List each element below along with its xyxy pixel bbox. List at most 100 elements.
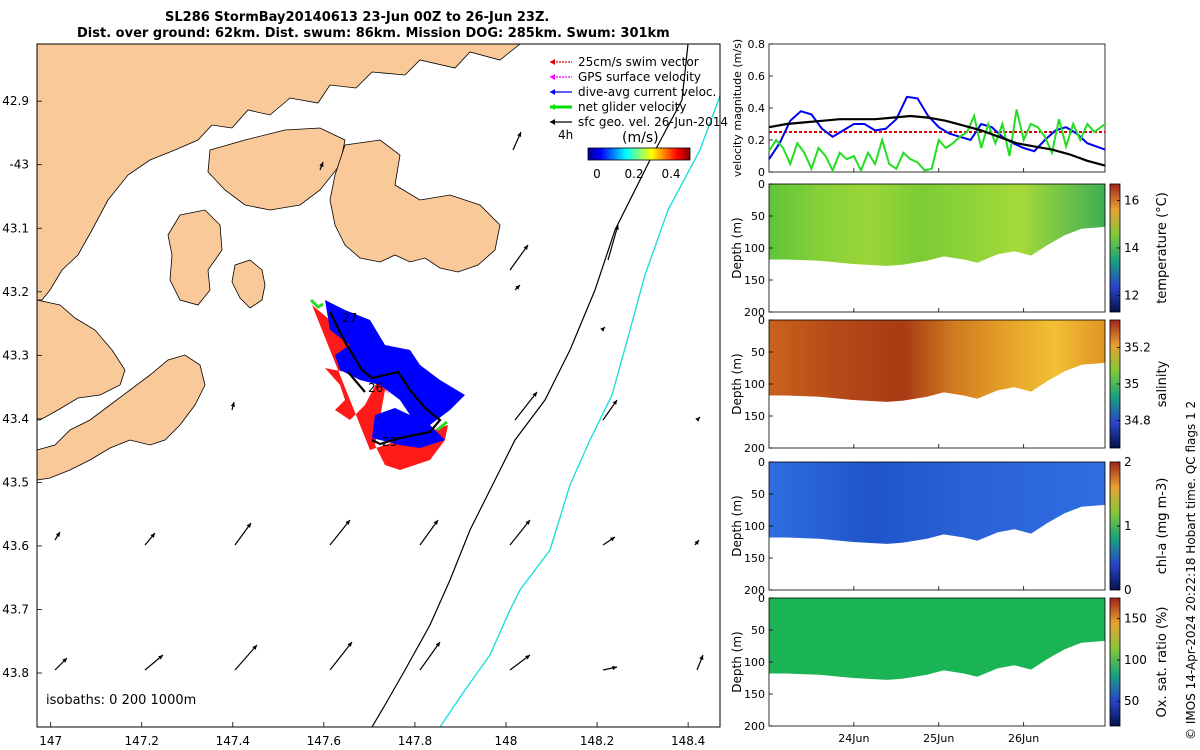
section-colorbar bbox=[1109, 597, 1121, 727]
map-xtick-label: 147 bbox=[39, 734, 62, 748]
map-ytick-label: 43.7 bbox=[2, 602, 29, 616]
section-ytick-label: 150 bbox=[744, 552, 765, 565]
section-field bbox=[769, 462, 1105, 544]
map-ytick-label: 43.8 bbox=[2, 666, 29, 680]
map-xtick-label: 148.2 bbox=[580, 734, 614, 748]
section-ytick-label: 100 bbox=[744, 242, 765, 255]
map-colorbar-tick-0: 0 bbox=[593, 167, 601, 181]
vector-arrowhead bbox=[433, 520, 438, 525]
section-ytick-label: 150 bbox=[744, 688, 765, 701]
section-ytick-label: 200 bbox=[744, 442, 765, 455]
section-ytick-label: 100 bbox=[744, 520, 765, 533]
time-x-axis: 24Jun 25Jun 26Jun bbox=[838, 168, 1039, 745]
geostrophic-vector-field bbox=[54, 131, 704, 671]
colorbar-tick-label: 14 bbox=[1124, 241, 1139, 255]
vector-arrowhead bbox=[517, 132, 522, 137]
colorbar-label: chl-a (mg m-3) bbox=[1155, 478, 1170, 575]
section-ylabel: Depth (m) bbox=[730, 631, 744, 692]
section-ytick-label: 200 bbox=[744, 720, 765, 733]
colorbar-tick-label: 50 bbox=[1124, 694, 1139, 708]
vector-arrowhead bbox=[523, 245, 528, 250]
vector-arrowhead bbox=[614, 225, 619, 230]
section-field bbox=[769, 184, 1105, 266]
map-xtick-label: 148 bbox=[495, 734, 518, 748]
legend-arrowhead bbox=[550, 104, 555, 110]
section-ytick-label: 50 bbox=[751, 210, 765, 223]
section-ytick-label: 200 bbox=[744, 306, 765, 319]
section-panel-chl-a: 0 50 100 150 200 Depth (m) 0 1 2 chl-a (mg m-3) bbox=[730, 455, 1170, 597]
section-field bbox=[769, 320, 1105, 402]
velocity-series-line bbox=[768, 109, 1106, 173]
coastline-land bbox=[36, 43, 522, 481]
section-ytick-label: 100 bbox=[744, 656, 765, 669]
isobath-lines bbox=[371, 43, 721, 728]
colorbar-tick-label: 0 bbox=[1124, 583, 1132, 597]
velocity-series-line bbox=[768, 95, 1106, 160]
section-ytick-label: 50 bbox=[751, 488, 765, 501]
velocity-panel: 0 0.2 0.4 0.6 0.8 velocity magnitude (m/s) bbox=[731, 38, 1106, 179]
colorbar-label: Ox. sat. ratio (%) bbox=[1155, 607, 1170, 718]
vector-arrow bbox=[607, 224, 619, 261]
map-x-axis: 147 147.2 147.4 147.6 147.8 148 148.2 148.4 bbox=[39, 722, 705, 748]
footer-note: © IMOS 14-Apr-2024 20:22:18 Hobart time.… bbox=[1184, 400, 1198, 740]
velocity-y-axis: 0 0.2 0.4 0.6 0.8 bbox=[748, 38, 773, 179]
map-ytick-label: 43.2 bbox=[2, 285, 29, 299]
vector-arrow bbox=[514, 391, 538, 421]
legend-entry: 25cm/s swim vector bbox=[578, 55, 699, 69]
section-ytick-label: 0 bbox=[758, 456, 765, 469]
map-ytick-label: 43.6 bbox=[2, 539, 29, 553]
vector-arrowhead bbox=[55, 532, 60, 537]
section-ytick-label: 50 bbox=[751, 346, 765, 359]
time-tick-label: 25Jun bbox=[923, 732, 954, 745]
track-label-25: 25 bbox=[382, 435, 397, 449]
vector-arrowhead bbox=[600, 327, 605, 332]
velocity-series bbox=[768, 95, 1106, 173]
vector-arrowhead bbox=[525, 520, 530, 525]
legend-entry: GPS surface velocity bbox=[578, 70, 701, 84]
vector-arrowhead bbox=[612, 665, 617, 671]
section-ytick-label: 150 bbox=[744, 274, 765, 287]
map-xtick-label: 147.2 bbox=[125, 734, 159, 748]
chart-title-line1: SL286 StormBay20140613 23-Jun 00Z to 26-… bbox=[165, 10, 550, 25]
section-ytick-label: 150 bbox=[744, 410, 765, 423]
section-ytick-label: 200 bbox=[744, 584, 765, 597]
track-label-26: 26 bbox=[368, 381, 383, 395]
velocity-ylabel: velocity magnitude (m/s) bbox=[731, 39, 744, 177]
isobath-200m bbox=[371, 43, 689, 728]
vector-arrowhead bbox=[699, 655, 704, 660]
colorbar-tick-label: 16 bbox=[1124, 194, 1139, 208]
vector-arrowhead bbox=[150, 533, 155, 538]
vector-arrow bbox=[509, 519, 531, 546]
chart-title-line2: Dist. over ground: 62km. Dist. swum: 86k… bbox=[77, 26, 670, 41]
vector-arrowhead bbox=[252, 645, 257, 650]
isobaths-label: isobaths: 0 200 1000m bbox=[46, 693, 196, 708]
map-xtick-label: 147.8 bbox=[398, 734, 432, 748]
colorbar-tick-label: 100 bbox=[1124, 653, 1147, 667]
vector-arrow bbox=[419, 519, 439, 546]
vector-arrowhead bbox=[610, 537, 615, 542]
vector-arrowhead bbox=[515, 285, 520, 290]
vector-arrowhead bbox=[532, 392, 537, 397]
track-label-27: 27 bbox=[342, 311, 357, 325]
colorbar-tick-label: 35 bbox=[1124, 377, 1139, 391]
velocity-series-line bbox=[768, 114, 1106, 167]
vector-arrowhead bbox=[435, 642, 440, 647]
section-ylabel: Depth (m) bbox=[730, 353, 744, 414]
colorbar-tick-label: 12 bbox=[1124, 288, 1139, 302]
time-tick-label: 24Jun bbox=[838, 732, 869, 745]
legend-arrowhead bbox=[550, 89, 555, 95]
colorbar-unit-label: (m/s) bbox=[622, 130, 659, 146]
vector-arrow bbox=[234, 522, 252, 546]
vector-arrowhead bbox=[158, 655, 163, 660]
map-ytick-label: 43.4 bbox=[2, 412, 29, 426]
vector-arrowhead bbox=[62, 658, 67, 663]
vector-arrow bbox=[509, 244, 529, 271]
section-ylabel: Depth (m) bbox=[730, 217, 744, 278]
colorbar-tick-label: 34.8 bbox=[1124, 414, 1151, 428]
section-ytick-label: 0 bbox=[758, 592, 765, 605]
vector-arrowhead bbox=[230, 402, 236, 407]
vector-arrow bbox=[329, 519, 351, 546]
isobath-1000m bbox=[439, 95, 721, 728]
map-ytick-label: -43 bbox=[9, 158, 29, 172]
